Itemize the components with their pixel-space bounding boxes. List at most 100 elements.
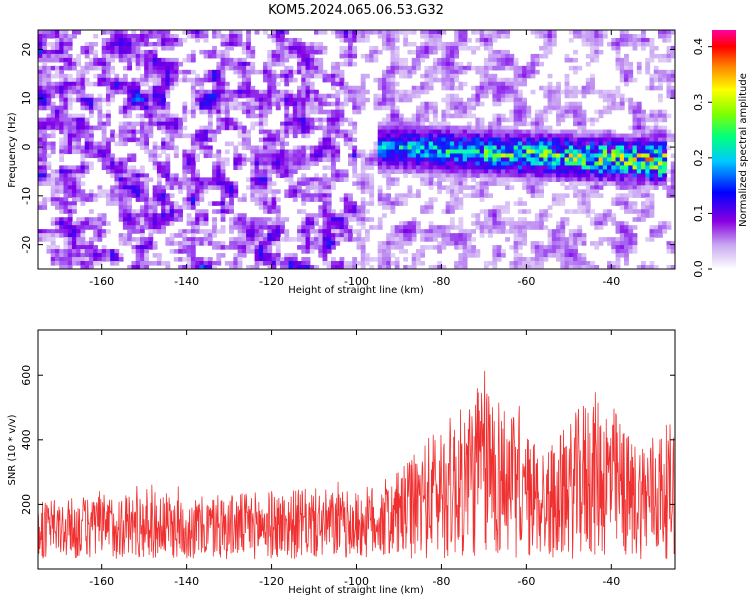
heatmap-cell: [88, 161, 94, 167]
heatmap-cell: [335, 30, 341, 35]
heatmap-cell: [224, 109, 230, 115]
heatmap-cell: [271, 205, 277, 210]
heatmap-cell: [190, 93, 196, 99]
heatmap-cell: [148, 225, 154, 230]
heatmap-cell: [241, 89, 247, 95]
heatmap-cell: [390, 149, 396, 155]
heatmap-cell: [390, 57, 396, 63]
heatmap-cell: [309, 69, 315, 75]
heatmap-cell: [556, 93, 561, 99]
heatmap-cell: [292, 69, 298, 75]
heatmap-cell: [309, 149, 315, 155]
heatmap-cell: [364, 185, 370, 190]
heatmap-cell: [263, 30, 268, 35]
heatmap-cell: [110, 49, 116, 55]
heatmap-cell: [522, 97, 527, 103]
heatmap-cell: [641, 141, 646, 147]
heatmap-cell: [428, 153, 434, 159]
heatmap-cell: [632, 133, 638, 139]
heatmap-cell: [105, 89, 111, 95]
heatmap-cell: [224, 205, 230, 210]
heatmap-cell: [598, 37, 604, 43]
heatmap-cell: [449, 93, 455, 99]
heatmap-cell: [207, 73, 213, 79]
heatmap-cell: [152, 49, 158, 55]
heatmap-cell: [662, 165, 668, 171]
heatmap-cell: [398, 141, 404, 147]
heatmap-cell: [619, 101, 625, 107]
heatmap-cell: [509, 77, 515, 83]
heatmap-cell: [59, 89, 65, 95]
heatmap-cell: [649, 149, 655, 155]
heatmap-cell: [59, 173, 65, 178]
heatmap-cell: [246, 113, 251, 119]
heatmap-cell: [190, 81, 196, 87]
heatmap-cell: [483, 169, 489, 174]
heatmap-cell: [415, 85, 421, 91]
heatmap-cell: [445, 189, 451, 194]
heatmap-cell: [97, 185, 103, 190]
heatmap-cell: [207, 129, 213, 135]
heatmap-cell: [156, 117, 162, 123]
heatmap-cell: [662, 145, 668, 151]
heatmap-cell: [297, 45, 302, 51]
heatmap-cell: [526, 149, 532, 155]
heatmap-cell: [63, 101, 69, 107]
heatmap-cell: [267, 225, 273, 230]
heatmap-cell: [462, 81, 468, 87]
heatmap-cell: [602, 145, 608, 151]
heatmap-cell: [182, 149, 188, 155]
heatmap-cell: [110, 85, 116, 91]
heatmap-cell: [148, 209, 154, 214]
heatmap-cell: [67, 173, 73, 178]
heatmap-cell: [212, 221, 217, 226]
heatmap-cell: [492, 217, 498, 222]
heatmap-cell: [284, 97, 290, 103]
heatmap-cell: [110, 77, 116, 83]
heatmap-cell: [466, 141, 472, 147]
heatmap-cell: [522, 173, 527, 178]
heatmap-cell: [352, 153, 358, 159]
heatmap-cell: [165, 157, 171, 163]
heatmap-cell: [114, 157, 120, 163]
heatmap-cell: [568, 30, 574, 35]
heatmap-cell: [479, 73, 485, 79]
heatmap-cell: [258, 93, 264, 99]
heatmap-cell: [522, 113, 527, 119]
heatmap-cell: [271, 181, 277, 186]
heatmap-cell: [390, 97, 396, 103]
heatmap-cell: [292, 133, 298, 139]
heatmap-cell: [662, 185, 668, 190]
heatmap-cell: [314, 125, 319, 131]
heatmap-cell: [173, 145, 179, 151]
heatmap-cell: [335, 105, 341, 111]
heatmap-cell: [432, 181, 438, 186]
heatmap-cell: [84, 169, 90, 174]
heatmap-cell: [326, 145, 332, 151]
heatmap-cell: [581, 121, 587, 127]
heatmap-cell: [144, 133, 150, 139]
heatmap-cell: [585, 61, 591, 67]
heatmap-cell: [203, 213, 209, 218]
heatmap-cell: [250, 65, 256, 71]
heatmap-cell: [454, 30, 460, 35]
heatmap-cell: [67, 41, 73, 47]
heatmap-cell: [63, 185, 69, 190]
heatmap-cell: [449, 125, 455, 131]
heatmap-cell: [76, 149, 82, 155]
heatmap-cell: [284, 30, 290, 35]
heatmap-cell: [415, 189, 421, 194]
heatmap-cell: [42, 61, 48, 67]
heatmap-cell: [560, 181, 566, 186]
heatmap-cell: [339, 49, 345, 55]
heatmap-cell: [50, 197, 56, 202]
heatmap-cell: [653, 181, 659, 186]
heatmap-cell: [59, 85, 65, 91]
heatmap-cell: [144, 137, 150, 143]
heatmap-cell: [636, 117, 642, 123]
heatmap-cell: [611, 177, 617, 182]
heatmap-cell: [352, 125, 358, 131]
heatmap-cell: [539, 141, 544, 147]
heatmap-cell: [216, 105, 222, 111]
heatmap-cell: [352, 89, 358, 95]
